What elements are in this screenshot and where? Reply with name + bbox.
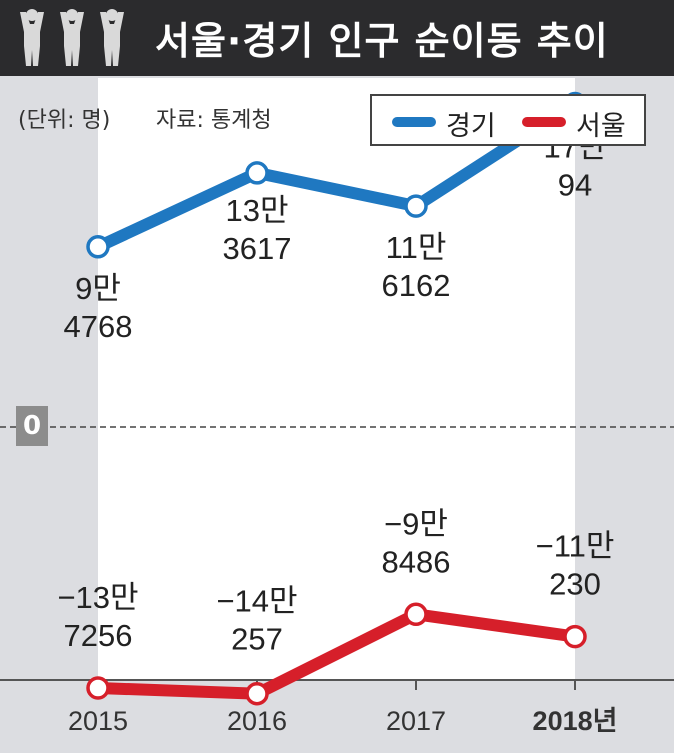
unit-label: (단위: 명) bbox=[18, 108, 111, 133]
data-point bbox=[563, 624, 587, 649]
x-tick-label: 2016 bbox=[227, 706, 287, 736]
chart-title: 서울·경기 인구 순이동 추이 bbox=[155, 19, 609, 63]
x-tick-label: 2015 bbox=[68, 706, 128, 736]
data-point bbox=[404, 602, 428, 627]
header-bar: 서울·경기 인구 순이동 추이 bbox=[0, 0, 674, 76]
data-label: 94 bbox=[558, 168, 592, 203]
data-point bbox=[86, 235, 110, 259]
data-label: −11만 bbox=[536, 529, 615, 564]
data-point bbox=[245, 681, 269, 706]
data-label: 11만 bbox=[386, 230, 447, 265]
data-point bbox=[245, 161, 269, 185]
data-label: 9만 bbox=[75, 271, 121, 306]
data-label: 6162 bbox=[382, 268, 451, 303]
people-icon bbox=[20, 9, 124, 66]
data-label: −13만 bbox=[57, 580, 138, 615]
legend: 경기 서울 bbox=[370, 94, 646, 146]
data-label: 4768 bbox=[64, 309, 133, 344]
source-label: 자료: 통계청 bbox=[156, 108, 272, 133]
legend-swatch-seoul bbox=[522, 117, 566, 127]
data-label: 13만 bbox=[225, 193, 288, 228]
legend-swatch-gyeonggi bbox=[392, 117, 436, 127]
data-label: −9만 bbox=[384, 506, 448, 541]
data-point bbox=[404, 194, 428, 218]
plot-area bbox=[98, 78, 575, 680]
legend-label-gyeonggi: 경기 bbox=[446, 111, 496, 142]
data-point bbox=[86, 676, 110, 700]
legend-label-seoul: 서울 bbox=[576, 111, 626, 142]
zero-axis-label: 0 bbox=[16, 406, 48, 446]
x-tick-label: 2018년 bbox=[533, 706, 618, 736]
data-label: 3617 bbox=[223, 231, 292, 266]
data-label: 7256 bbox=[64, 618, 133, 653]
data-label: 8486 bbox=[382, 544, 451, 579]
data-label: −14만 bbox=[216, 584, 297, 619]
series-line-seoul bbox=[92, 608, 581, 700]
data-label: 257 bbox=[231, 622, 283, 657]
series-line-gyeonggi bbox=[92, 97, 581, 253]
data-label: 230 bbox=[549, 567, 601, 602]
x-tick-label: 2017 bbox=[386, 706, 446, 736]
